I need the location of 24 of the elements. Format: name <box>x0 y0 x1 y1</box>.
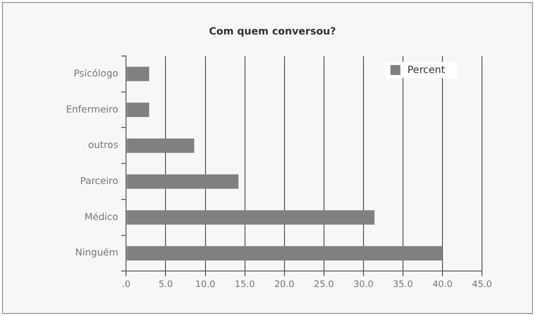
chart-title: Com quem conversou? <box>209 26 336 38</box>
y-tick-label: Enfermeiro <box>66 104 118 116</box>
x-tick-label: 15.0 <box>234 280 256 290</box>
y-tick-label: Médico <box>84 212 118 223</box>
x-tick-label: 5.0 <box>158 280 174 290</box>
y-tick-label: Parceiro <box>80 176 118 187</box>
x-tick-label: 35.0 <box>392 280 414 290</box>
bar <box>126 66 150 82</box>
bar <box>126 138 194 153</box>
bar <box>126 210 374 225</box>
bar <box>126 174 238 189</box>
legend-label: Percent <box>407 65 446 76</box>
bar <box>126 246 442 260</box>
bar <box>126 102 150 117</box>
y-tick-label: outros <box>88 140 118 152</box>
y-tick-label: Psicólogo <box>74 68 118 80</box>
x-tick-label: .0 <box>122 280 131 290</box>
x-tick-label: 45.0 <box>472 280 492 290</box>
x-tick-label: 40.0 <box>432 280 453 290</box>
x-tick-label: 20.0 <box>274 280 295 290</box>
x-tick-label: 30.0 <box>353 280 374 290</box>
y-tick-label: Ninguém <box>75 248 118 259</box>
x-tick-label: 10.0 <box>195 280 216 290</box>
x-tick-label: 25.0 <box>314 280 334 290</box>
